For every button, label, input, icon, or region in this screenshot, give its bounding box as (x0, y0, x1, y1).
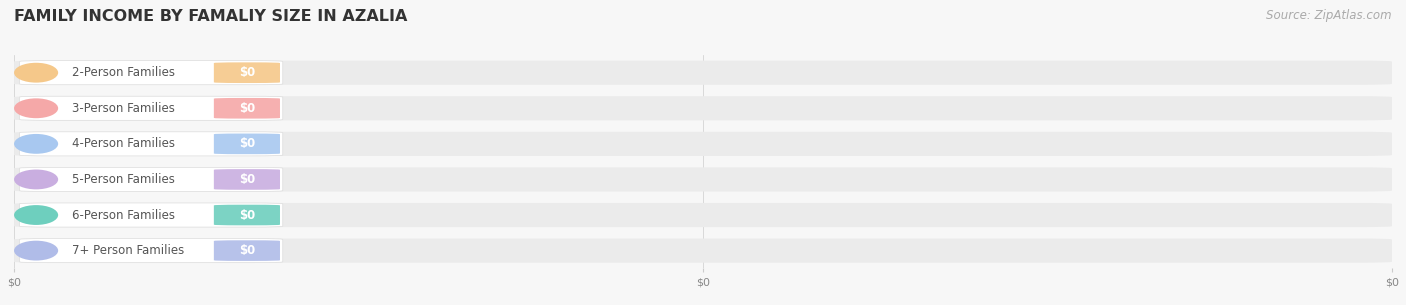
Text: 4-Person Families: 4-Person Families (72, 137, 174, 150)
Text: 5-Person Families: 5-Person Families (72, 173, 174, 186)
Text: 6-Person Families: 6-Person Families (72, 209, 174, 221)
FancyBboxPatch shape (14, 203, 1392, 227)
Ellipse shape (14, 134, 58, 154)
FancyBboxPatch shape (14, 132, 1392, 156)
FancyBboxPatch shape (14, 239, 1392, 263)
Text: $0: $0 (239, 173, 254, 186)
Ellipse shape (14, 98, 58, 118)
FancyBboxPatch shape (20, 167, 283, 192)
Text: FAMILY INCOME BY FAMALIY SIZE IN AZALIA: FAMILY INCOME BY FAMALIY SIZE IN AZALIA (14, 9, 408, 24)
FancyBboxPatch shape (14, 61, 1392, 85)
FancyBboxPatch shape (214, 169, 280, 190)
FancyBboxPatch shape (20, 96, 283, 120)
FancyBboxPatch shape (214, 134, 280, 154)
FancyBboxPatch shape (214, 63, 280, 83)
FancyBboxPatch shape (20, 61, 283, 85)
FancyBboxPatch shape (214, 205, 280, 225)
FancyBboxPatch shape (14, 96, 1392, 120)
FancyBboxPatch shape (14, 167, 1392, 192)
Text: Source: ZipAtlas.com: Source: ZipAtlas.com (1267, 9, 1392, 22)
Text: 7+ Person Families: 7+ Person Families (72, 244, 184, 257)
Text: $0: $0 (239, 66, 254, 79)
Text: $0: $0 (239, 137, 254, 150)
FancyBboxPatch shape (20, 132, 283, 156)
FancyBboxPatch shape (214, 240, 280, 261)
Ellipse shape (14, 205, 58, 225)
Text: $0: $0 (239, 244, 254, 257)
Text: 3-Person Families: 3-Person Families (72, 102, 174, 115)
Ellipse shape (14, 170, 58, 189)
Text: 2-Person Families: 2-Person Families (72, 66, 174, 79)
Ellipse shape (14, 63, 58, 83)
FancyBboxPatch shape (214, 98, 280, 119)
Text: $0: $0 (239, 209, 254, 221)
Text: $0: $0 (239, 102, 254, 115)
FancyBboxPatch shape (20, 239, 283, 263)
FancyBboxPatch shape (20, 203, 283, 227)
Ellipse shape (14, 241, 58, 260)
